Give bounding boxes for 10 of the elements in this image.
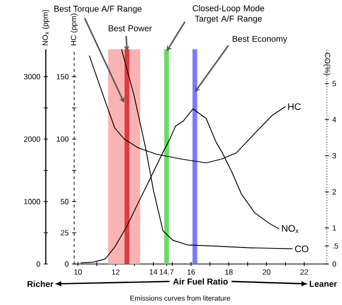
text: Richer — [28, 280, 54, 288]
ref-line-label: Best Economy — [232, 36, 288, 44]
series-label: CO — [295, 246, 308, 252]
ref-line-label: Best Power — [108, 26, 152, 32]
x-axis-title: Air Fuel Ratio — [173, 278, 228, 285]
ref-line-label: Closed-Loop Mode Target A/F Range — [192, 5, 264, 24]
series-label: NO$_{x}$ — [282, 225, 299, 234]
text: Leaner — [310, 281, 337, 288]
series-label: HC — [288, 103, 301, 110]
band-label: Best Torque A/F Range — [54, 6, 142, 14]
